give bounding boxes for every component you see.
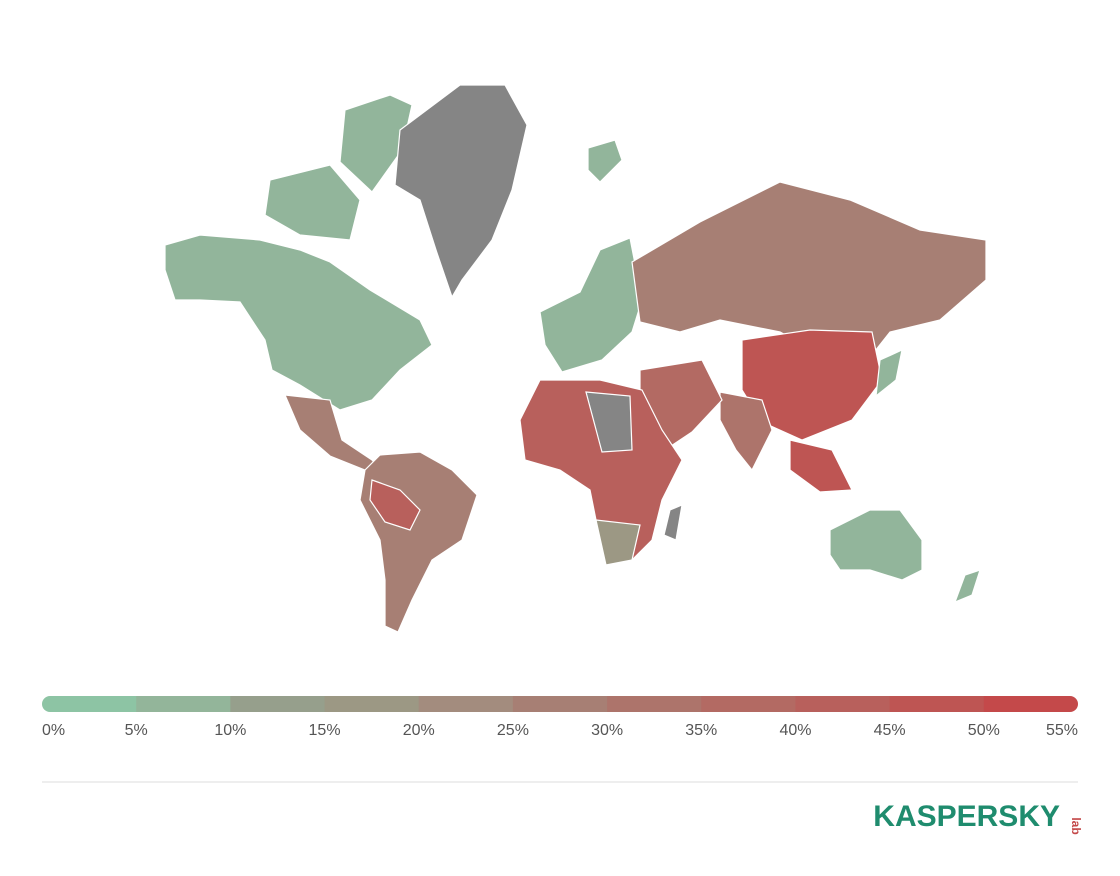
legend-tick-label: 50% (968, 722, 1000, 739)
southern-africa (595, 519, 641, 566)
iceland (587, 139, 623, 183)
legend-tick-label: 30% (591, 722, 623, 739)
world-map (164, 84, 987, 633)
arctic-islands-west (264, 164, 361, 241)
legend-swatch (136, 696, 231, 712)
legend-swatch (983, 696, 1078, 712)
legend-tick-label: 55% (1046, 722, 1078, 739)
legend-tick-label: 20% (403, 722, 435, 739)
legend-tick-label: 45% (874, 722, 906, 739)
legend-swatch (324, 696, 420, 712)
legend-tick-label: 10% (214, 722, 246, 739)
legend: 0% 5% 10% 15% 20% 25% 30% 35% 40% 45% 50% 55% (42, 696, 1078, 739)
bolivia-peru (369, 479, 421, 531)
legend-swatch (512, 696, 608, 712)
legend-swatch (230, 696, 326, 712)
new-zealand (953, 569, 981, 604)
south-america (359, 451, 478, 633)
legend-swatch (795, 696, 891, 712)
legend-swatch (889, 696, 985, 712)
north-america (164, 234, 433, 411)
logo-suffix: lab (1069, 817, 1083, 834)
australia (829, 509, 923, 581)
legend-tick-label: 25% (497, 722, 529, 739)
legend-tick-label: 40% (779, 722, 811, 739)
madagascar (663, 504, 683, 541)
logo: KASPERSKY (873, 800, 1060, 833)
legend-tick-label: 0% (42, 722, 65, 739)
greenland (394, 84, 528, 299)
southeast-asia (789, 439, 853, 493)
japan (875, 348, 903, 398)
legend-swatch (607, 696, 702, 712)
russia (631, 181, 987, 371)
legend-tick-label: 5% (125, 722, 148, 739)
europe (539, 237, 643, 373)
legend-swatch (418, 696, 514, 712)
legend-swatch (42, 696, 137, 712)
legend-tick-label: 15% (309, 722, 341, 739)
legend-swatch (701, 696, 796, 712)
legend-tick-label: 35% (685, 722, 717, 739)
india (719, 391, 773, 472)
north-africa-gray (585, 391, 633, 453)
